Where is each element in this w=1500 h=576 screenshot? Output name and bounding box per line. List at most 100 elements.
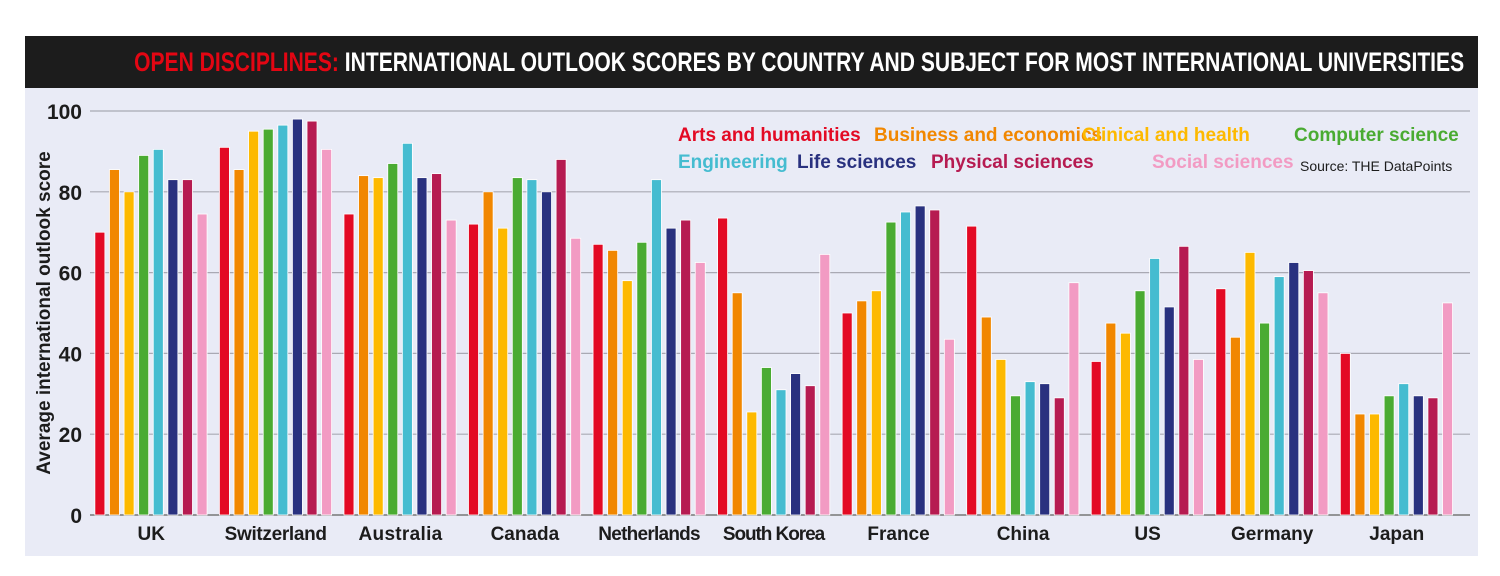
bar-japan-business-and-economics <box>1354 413 1366 516</box>
chart-title-bar: OPEN DISCIPLINES: INTERNATIONAL OUTLOOK … <box>25 36 1478 88</box>
bar-canada-physical-sciences <box>555 159 567 516</box>
bar-canada-computer-science <box>511 177 523 516</box>
bar-uk-clinical-and-health <box>123 191 135 516</box>
bar-australia-computer-science <box>387 163 399 516</box>
bar-china-clinical-and-health <box>995 359 1007 516</box>
bar-switzerland-life-sciences <box>292 118 303 516</box>
bar-china-computer-science <box>1010 395 1021 516</box>
bar-us-business-and-economics <box>1105 322 1117 516</box>
bar-uk-arts-and-humanities <box>94 231 106 516</box>
legend-item: Computer science <box>1294 125 1459 146</box>
bar-germany-arts-and-humanities <box>1215 288 1227 516</box>
bar-us-arts-and-humanities <box>1090 361 1102 516</box>
legend-item: Social sciences <box>1152 152 1294 173</box>
bar-uk-business-and-economics <box>109 169 120 516</box>
bar-canada-business-and-economics <box>482 191 494 516</box>
bar-germany-computer-science <box>1259 322 1270 516</box>
x-tick-label: Canada <box>491 524 560 545</box>
bar-south-korea-clinical-and-health <box>746 411 758 516</box>
x-tick-label: South Korea <box>723 524 826 545</box>
bar-south-korea-computer-science <box>761 367 772 516</box>
bar-canada-arts-and-humanities <box>468 223 479 516</box>
bar-uk-computer-science <box>138 155 150 516</box>
bar-australia-business-and-economics <box>358 175 369 516</box>
y-tick-label: 80 <box>59 182 82 205</box>
legend-item: Business and economics <box>874 125 1102 146</box>
legend-item: Physical sciences <box>931 152 1094 173</box>
bar-france-engineering <box>900 211 911 516</box>
bar-south-korea-physical-sciences <box>804 385 816 516</box>
bar-china-engineering <box>1024 381 1036 516</box>
bar-china-life-sciences <box>1039 383 1051 516</box>
bar-france-clinical-and-health <box>870 290 882 516</box>
bar-netherlands-engineering <box>651 179 662 516</box>
bar-germany-life-sciences <box>1288 262 1300 516</box>
bar-netherlands-computer-science <box>636 241 648 516</box>
bar-japan-clinical-and-health <box>1369 413 1380 516</box>
bar-netherlands-arts-and-humanities <box>592 243 604 516</box>
bar-australia-life-sciences <box>416 177 428 516</box>
x-tick-label: China <box>997 524 1050 545</box>
bar-uk-social-sciences <box>196 213 208 516</box>
bar-germany-physical-sciences <box>1302 270 1314 516</box>
bar-switzerland-arts-and-humanities <box>219 146 230 516</box>
bar-france-arts-and-humanities <box>841 312 853 516</box>
x-tick-label: Germany <box>1231 524 1314 545</box>
bar-netherlands-social-sciences <box>694 262 706 516</box>
bar-netherlands-physical-sciences <box>680 219 692 516</box>
x-tick-label: Japan <box>1369 524 1424 545</box>
bar-australia-arts-and-humanities <box>343 213 355 516</box>
bar-us-engineering <box>1149 258 1161 516</box>
source-note: Source: THE DataPoints <box>1300 158 1452 174</box>
x-tick-label: US <box>1134 524 1160 545</box>
bar-us-physical-sciences <box>1178 245 1190 516</box>
bar-netherlands-life-sciences <box>665 227 677 516</box>
bar-france-life-sciences <box>914 205 926 516</box>
bar-japan-engineering <box>1398 383 1410 516</box>
bar-france-business-and-economics <box>856 300 868 516</box>
bar-china-social-sciences <box>1068 282 1080 516</box>
bar-japan-physical-sciences <box>1427 397 1439 516</box>
bar-france-physical-sciences <box>929 209 941 516</box>
bar-switzerland-social-sciences <box>321 148 333 516</box>
bar-china-physical-sciences <box>1053 397 1065 516</box>
bar-germany-clinical-and-health <box>1244 251 1256 516</box>
bar-uk-physical-sciences <box>182 179 193 516</box>
bar-france-social-sciences <box>943 338 955 516</box>
chart-title: OPEN DISCIPLINES: INTERNATIONAL OUTLOOK … <box>134 47 1464 78</box>
bar-canada-life-sciences <box>541 191 552 516</box>
bar-south-korea-social-sciences <box>819 254 831 516</box>
bar-us-clinical-and-health <box>1120 332 1131 516</box>
x-tick-label: Netherlands <box>598 524 700 545</box>
title-highlight: OPEN DISCIPLINES: <box>134 46 339 77</box>
y-tick-label: 20 <box>59 424 82 447</box>
bar-netherlands-business-and-economics <box>607 249 619 516</box>
bar-canada-clinical-and-health <box>497 227 509 516</box>
bar-netherlands-clinical-and-health <box>621 280 633 516</box>
x-tick-label: France <box>867 524 929 545</box>
bar-uk-engineering <box>152 148 164 516</box>
bar-australia-social-sciences <box>445 219 457 516</box>
bar-switzerland-business-and-economics <box>233 169 245 516</box>
y-tick-label: 40 <box>59 343 82 366</box>
bar-germany-business-and-economics <box>1229 336 1241 516</box>
bar-germany-social-sciences <box>1317 292 1329 516</box>
bar-us-social-sciences <box>1193 359 1204 516</box>
bar-switzerland-clinical-and-health <box>248 130 260 516</box>
bar-australia-engineering <box>401 142 413 516</box>
bar-switzerland-engineering <box>277 124 289 516</box>
bar-china-arts-and-humanities <box>966 225 978 516</box>
bar-canada-engineering <box>526 179 538 516</box>
bar-germany-engineering <box>1273 276 1285 516</box>
legend-item: Life sciences <box>797 152 916 173</box>
y-tick-label: 60 <box>59 263 82 286</box>
bar-switzerland-computer-science <box>262 128 274 516</box>
bar-australia-physical-sciences <box>431 173 442 516</box>
x-tick-label: Australia <box>359 524 443 545</box>
bar-us-computer-science <box>1134 290 1146 516</box>
bar-japan-computer-science <box>1383 395 1395 516</box>
bar-france-computer-science <box>885 221 897 516</box>
bar-south-korea-life-sciences <box>790 373 801 516</box>
bar-canada-social-sciences <box>570 237 582 516</box>
